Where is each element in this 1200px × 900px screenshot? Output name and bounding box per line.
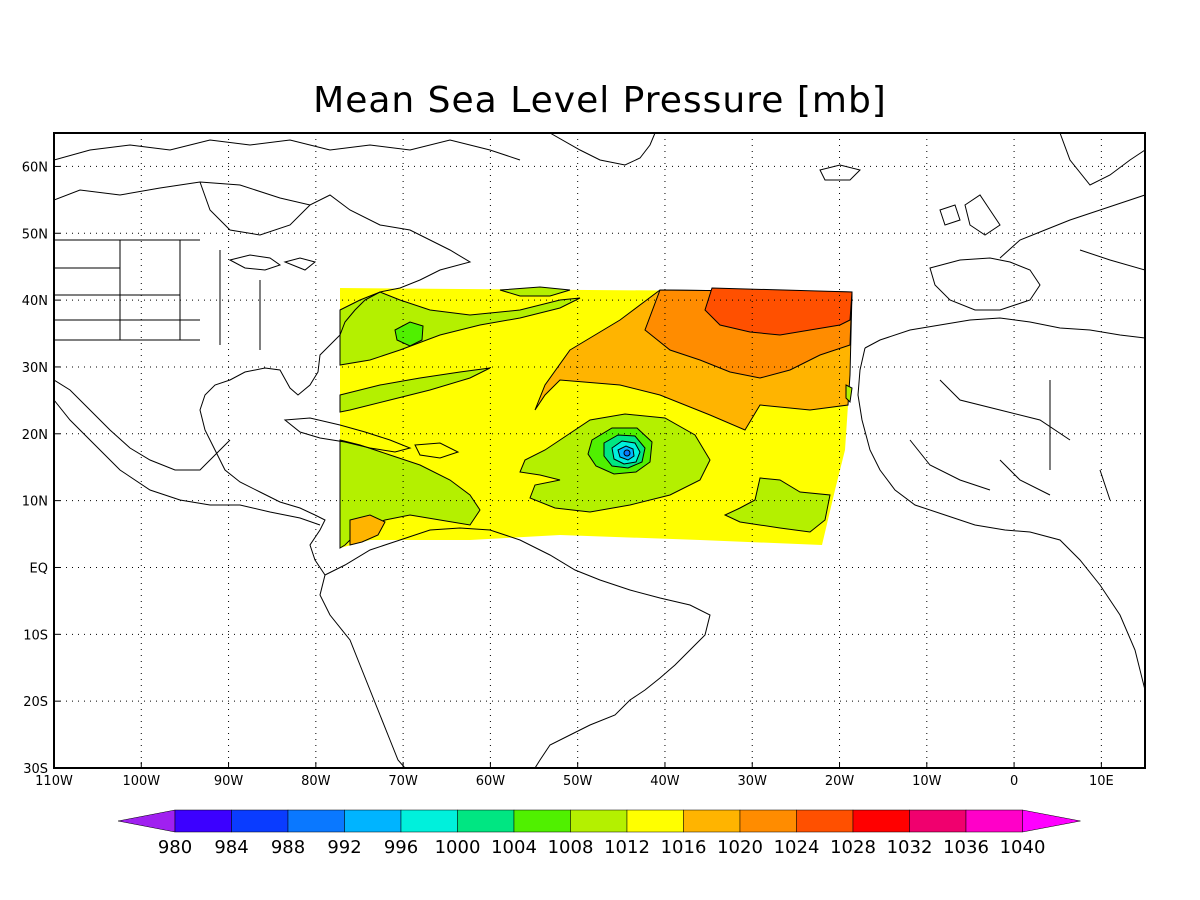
colorbar-arrow-high — [1022, 809, 1081, 833]
colorbar-swatch — [400, 809, 458, 833]
coast-north-america — [54, 181, 472, 576]
colorbar-swatch — [457, 809, 515, 833]
lon-tick-label: 50W — [563, 774, 593, 789]
coast-britain — [964, 194, 1001, 236]
colorbar-label: 996 — [384, 837, 418, 858]
lat-tick-label: 50N — [22, 227, 48, 242]
lon-tick-label: 60W — [476, 774, 506, 789]
us-state-lines — [54, 239, 261, 350]
lon-tick-label: 0 — [1010, 774, 1018, 789]
contour-fill-1008-carib — [349, 514, 386, 546]
contour-fill-1012-north — [499, 286, 571, 297]
pressure-field — [339, 286, 853, 549]
colorbar-swatch — [909, 809, 967, 833]
contour-fill-992-hurricane — [623, 449, 631, 457]
lon-tick-label: 10E — [1089, 774, 1114, 789]
coast-hudson — [199, 181, 311, 236]
coast-south-america — [319, 527, 711, 768]
colorbar-label: 1004 — [491, 837, 537, 858]
colorbar-label: 984 — [214, 837, 248, 858]
colorbar-swatch — [231, 809, 289, 833]
lon-tick-label: 70W — [388, 774, 418, 789]
lat-tick-label: 30S — [23, 762, 48, 777]
coast-greenland — [549, 133, 656, 166]
colorbar-label: 988 — [271, 837, 305, 858]
colorbar: 980 984 988 992 996 1000 1004 1008 1012 1016 1020 1… — [117, 809, 1081, 858]
contour-fill-1012-east — [723, 477, 831, 533]
contour-fill-1028 — [704, 287, 853, 336]
lon-tick-label: 110W — [35, 774, 73, 789]
colorbar-label: 1016 — [661, 837, 707, 858]
lat-tick-label: 40N — [22, 294, 48, 309]
lat-tick-label: 20S — [23, 695, 48, 710]
coast-africa — [857, 317, 1145, 691]
lon-tick-label: 40W — [650, 774, 680, 789]
coast-iceland — [819, 164, 861, 181]
colorbar-label: 1036 — [943, 837, 989, 858]
coast-cuba — [283, 417, 412, 453]
lat-tick-label: 60N — [22, 160, 48, 175]
lon-tick-labels: 110W 100W 90W 80W 70W 60W 50W 40W 30W 20W 10W 0 10E — [35, 762, 1114, 789]
coast-ireland — [939, 204, 961, 226]
colorbar-arrow-low — [117, 809, 176, 833]
colorbar-label: 992 — [327, 837, 361, 858]
lon-tick-label: 20W — [825, 774, 855, 789]
colorbar-label: 1028 — [830, 837, 876, 858]
map-title: Mean Sea Level Pressure [mb] — [313, 80, 887, 121]
colorbar-swatch — [683, 809, 741, 833]
coastlines — [54, 133, 1145, 768]
lon-tick-label: 30W — [738, 774, 768, 789]
colorbar-label: 1032 — [887, 837, 933, 858]
colorbar-label: 1024 — [774, 837, 820, 858]
lat-tick-labels: 60N 50N 40N 30N 20N 10N EQ 10S 20S 30S — [22, 160, 60, 777]
colorbar-label: 1020 — [717, 837, 763, 858]
colorbar-label: 1012 — [604, 837, 650, 858]
contour-fill-1012-west — [339, 291, 581, 366]
colorbar-swatch — [796, 809, 854, 833]
lat-tick-label: 10N — [22, 495, 48, 510]
colorbar-swatch — [344, 809, 402, 833]
plot-border — [53, 132, 1146, 769]
lat-tick-label: 30N — [22, 361, 48, 376]
coast-europe — [999, 194, 1145, 271]
africa-borders — [909, 379, 1111, 501]
colorbar-label: 1040 — [1000, 837, 1046, 858]
lon-tick-label: 90W — [214, 774, 244, 789]
colorbar-label: 980 — [158, 837, 192, 858]
lon-tick-label: 80W — [301, 774, 331, 789]
colorbar-swatch — [287, 809, 345, 833]
coast-iberia — [929, 257, 1041, 311]
lat-tick-label: 20N — [22, 428, 48, 443]
coast-gulf — [54, 379, 231, 471]
contour-fill-1008-nw — [394, 321, 424, 347]
colorbar-label: 1000 — [435, 837, 481, 858]
colorbar-swatch — [174, 809, 232, 833]
coast-hispaniola — [414, 442, 460, 459]
colorbar-swatch — [852, 809, 910, 833]
coast-mexico-west — [54, 399, 321, 526]
lat-tick-label: EQ — [30, 561, 48, 576]
contour-fill-1020-east-edge — [845, 384, 853, 404]
lat-tick-label: 10S — [23, 628, 48, 643]
coast-great-lakes — [228, 254, 317, 271]
colorbar-swatch — [513, 809, 571, 833]
colorbar-swatch — [965, 809, 1023, 833]
colorbar-swatch — [739, 809, 797, 833]
lon-tick-label: 10W — [912, 774, 942, 789]
coast-arctic — [54, 139, 521, 161]
colorbar-swatch — [626, 809, 684, 833]
colorbar-label: 1008 — [548, 837, 594, 858]
coast-scandinavia — [1059, 133, 1145, 186]
contour-fill-1012-band — [339, 367, 491, 413]
lon-tick-label: 100W — [122, 774, 160, 789]
colorbar-swatch — [570, 809, 628, 833]
